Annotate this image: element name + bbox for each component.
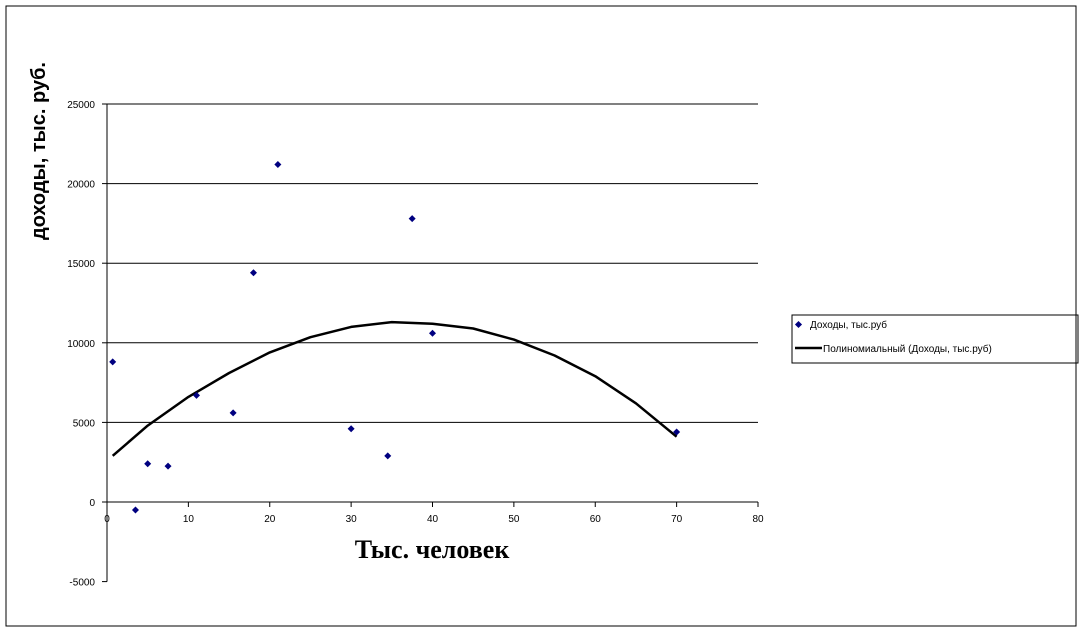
x-tick-label: 70 [671,514,683,525]
x-axis-title: Тыс. человек [355,535,510,564]
x-tick-label: 50 [508,514,520,525]
data-point [347,425,355,433]
y-tick-label: 0 [89,498,95,509]
y-tick-label: 10000 [67,339,95,350]
trend-layer [111,320,678,457]
legend-label-points: Доходы, тыс.руб [810,319,887,331]
point-layer [109,160,681,514]
y-tick-label: 15000 [67,259,95,270]
data-point [229,409,237,417]
data-point [408,215,416,223]
x-tick-label: 10 [183,514,195,525]
data-point [249,269,257,277]
x-tick-label: 40 [427,514,439,525]
data-point [109,358,117,366]
x-tick-label: 0 [104,514,110,525]
data-point [131,506,139,514]
y-tick-label: -5000 [69,578,95,589]
y-tick-label: 5000 [73,418,96,429]
x-tick-label: 80 [752,514,764,525]
x-tick-label: 20 [264,514,276,525]
label-layer: доходы, тыс. руб. Тыс. человек [28,62,509,564]
y-tick-label: 20000 [67,180,95,191]
axis-layer: -5000 0 5000 10000 15000 20000 25000 0 10 20 30 40 5… [67,100,764,589]
x-tick-label: 30 [346,514,358,525]
data-point [429,329,436,337]
chart-border [5,5,1077,627]
legend-marker-points [794,320,803,329]
grid-layer [107,103,758,423]
y-axis-title: доходы, тыс. руб. [28,62,50,240]
data-point [164,462,172,470]
data-point [193,391,201,399]
legend-label-trend: Полиномиальный (Доходы, тыс.руб) [823,343,992,355]
x-tick-label: 60 [590,514,602,525]
data-point [384,452,392,460]
legend: Доходы, тыс.руб Полиномиальный (Доходы, … [791,314,1079,364]
legend-box [791,314,1079,364]
data-point [144,460,152,468]
data-point [274,160,282,168]
y-tick-label: 25000 [67,100,95,111]
trend-line [111,320,678,457]
data-point [673,428,681,436]
